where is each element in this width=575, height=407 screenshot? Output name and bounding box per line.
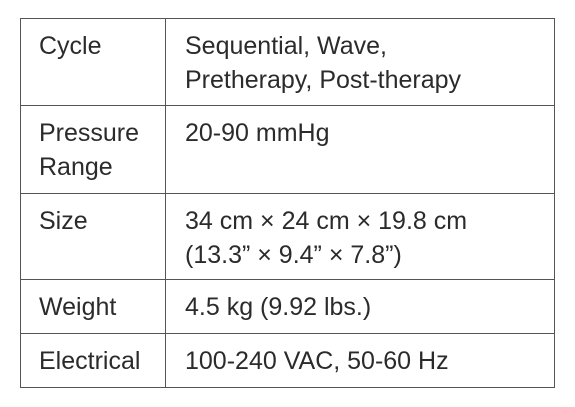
label-cell: Weight	[20, 279, 166, 334]
row-label: Pressure Range	[39, 119, 140, 181]
row-label: Cycle	[39, 32, 102, 60]
label-cell: Cycle	[20, 18, 166, 106]
value-cell: 100-240 VAC, 50-60 Hz	[165, 333, 555, 388]
value-line: 34 cm × 24 cm × 19.8 cm	[185, 207, 468, 235]
label-cell: Size	[20, 193, 166, 280]
value-cell: Sequential, Wave, Pretherapy, Post-therap…	[165, 18, 555, 106]
table-row: Weight 4.5 kg (9.92 lbs.)	[20, 279, 555, 334]
value-cell: 34 cm × 24 cm × 19.8 cm (13.3” × 9.4” × 7…	[165, 193, 555, 280]
row-label: Weight	[39, 293, 117, 321]
value-line: Sequential, Wave,	[185, 32, 387, 60]
value-line: (13.3” × 9.4” × 7.8”)	[185, 241, 402, 269]
row-label: Electrical	[39, 347, 141, 375]
table-row: Electrical 100-240 VAC, 50-60 Hz	[20, 333, 555, 388]
value-line: 20-90 mmHg	[185, 119, 330, 147]
value-cell: 4.5 kg (9.92 lbs.)	[165, 279, 555, 334]
table-row: Pressure Range 20-90 mmHg	[20, 105, 555, 194]
value-cell: 20-90 mmHg	[165, 105, 555, 194]
table-row: Cycle Sequential, Wave, Pretherapy, Post-t…	[20, 18, 555, 106]
label-cell: Pressure Range	[20, 105, 166, 194]
value-line: Pretherapy, Post-therapy	[185, 66, 462, 94]
spec-table: Cycle Sequential, Wave, Pretherapy, Post-t…	[20, 18, 555, 388]
value-line: 100-240 VAC, 50-60 Hz	[185, 347, 449, 375]
value-line: 4.5 kg (9.92 lbs.)	[185, 293, 372, 321]
row-label: Size	[39, 207, 88, 235]
label-cell: Electrical	[20, 333, 166, 388]
table-row: Size 34 cm × 24 cm × 19.8 cm (13.3” × 9.4”…	[20, 193, 555, 280]
